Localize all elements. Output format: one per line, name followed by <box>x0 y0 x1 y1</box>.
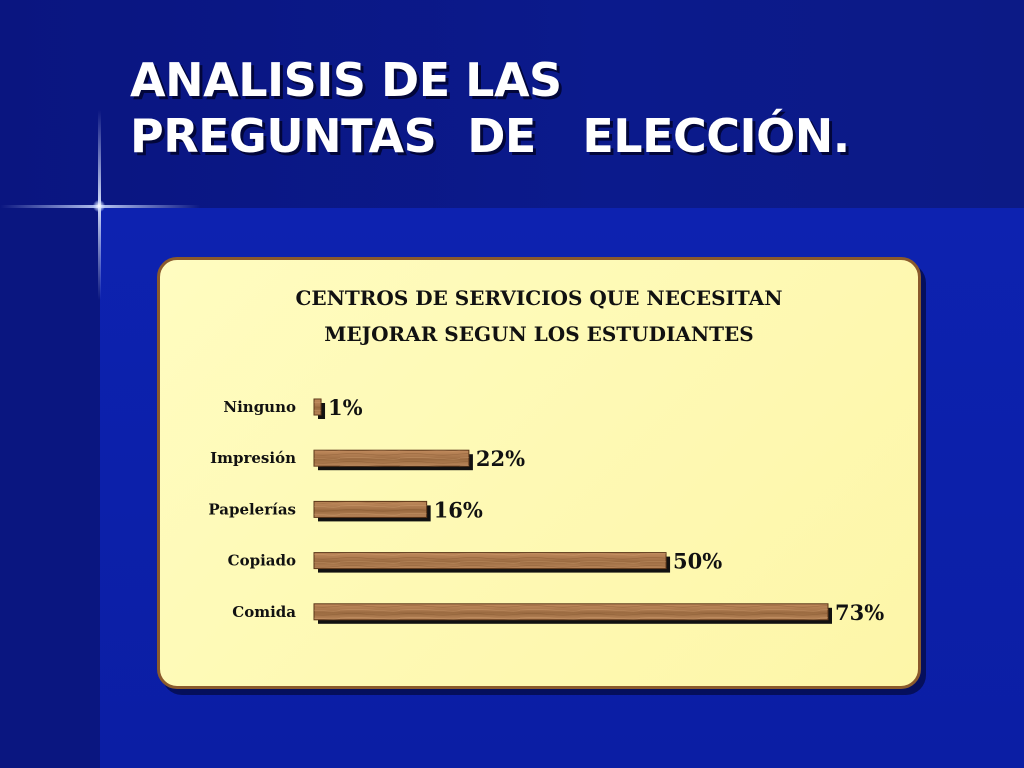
category-label: Ninguno <box>223 398 296 416</box>
value-label: 22% <box>476 446 525 471</box>
category-label: Impresión <box>210 449 296 467</box>
slide-title: ANALISIS DE LAS PREGUNTAS DE ELECCIÓN. <box>130 52 1010 164</box>
bar-chart: Ninguno 1% Impresión 22% Papelerías 16% Copiad… <box>208 395 884 625</box>
bar-grain <box>314 501 427 518</box>
value-label: 16% <box>434 497 483 522</box>
bar-grain <box>314 450 469 467</box>
chart-title-line-1: CENTROS DE SERVICIOS QUE NECESITAN <box>295 286 783 310</box>
chart-card: CENTROS DE SERVICIOS QUE NECESITAN MEJOR… <box>157 257 921 689</box>
bar-grain <box>314 552 667 569</box>
value-label: 50% <box>673 549 722 574</box>
value-label: 1% <box>328 395 363 420</box>
slide-left-band <box>0 208 100 768</box>
chart-title: CENTROS DE SERVICIOS QUE NECESITAN MEJOR… <box>160 280 918 352</box>
slide-title-line-1: ANALISIS DE LAS <box>130 53 562 107</box>
category-label: Papelerías <box>208 500 296 518</box>
value-label: 73% <box>835 600 884 625</box>
category-label: Comida <box>232 603 296 621</box>
bar-grain <box>314 603 828 620</box>
slide-header-band <box>0 0 1024 208</box>
bar-grain <box>314 399 322 415</box>
chart-title-line-2: MEJORAR SEGUN LOS ESTUDIANTES <box>324 322 754 346</box>
sparkle-star-icon <box>93 200 105 212</box>
slide-title-line-2: PREGUNTAS DE ELECCIÓN. <box>130 109 850 163</box>
category-label: Copiado <box>228 552 296 570</box>
